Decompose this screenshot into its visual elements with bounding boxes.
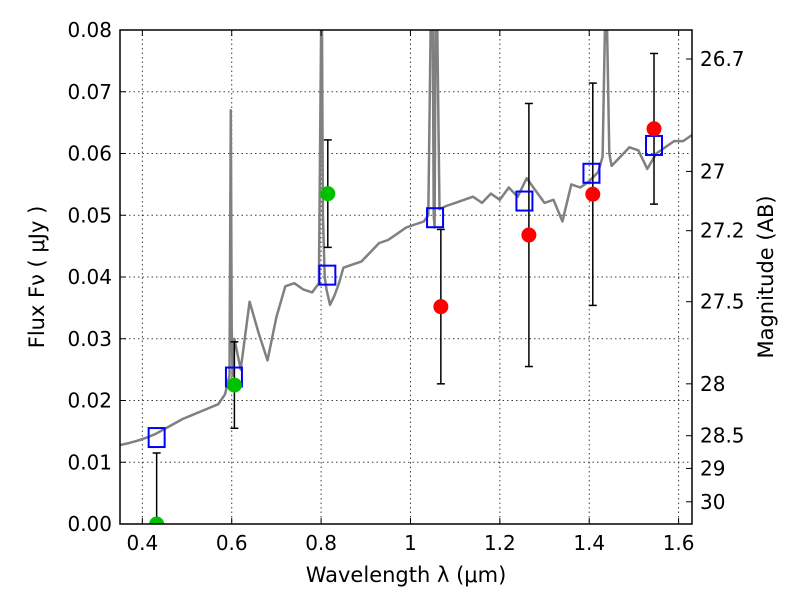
y-tick-label: 0.05 (67, 203, 112, 227)
y-tick-label: 0.00 (67, 512, 112, 536)
sed-spectrum-line (120, 30, 692, 447)
y-tick-label: 0.04 (67, 265, 112, 289)
y-tick-label: 0.02 (67, 389, 112, 413)
x-tick-label: 1 (404, 531, 417, 555)
axes: 0.4 0.6 0.8 1 1.2 1.4 1.6 0.00 0.01 0.02 0.03 0.04 0… (67, 18, 744, 555)
x-tick-label: 0.4 (126, 531, 158, 555)
y-axis-label: Flux Fν ( μJy ) (25, 206, 49, 349)
y-tick-label: 0.06 (67, 142, 112, 166)
model-photometry-square (147, 427, 166, 449)
magnitude-tick-label: 29 (700, 456, 725, 480)
magnitude-tick-label: 30 (700, 490, 725, 514)
magnitude-tick-label: 27.2 (700, 219, 745, 243)
magnitude-tick-label: 28.5 (700, 424, 745, 448)
x-tick-label: 1.2 (484, 531, 516, 555)
magnitude-axis-label: Magnitude (AB) (754, 195, 778, 358)
x-tick-label: 0.8 (305, 531, 337, 555)
y-tick-label: 0.08 (67, 18, 112, 42)
model-photometry-square (582, 162, 601, 184)
observed-flux-point (585, 186, 601, 202)
magnitude-tick-label: 27.5 (700, 290, 745, 314)
x-axis-label: Wavelength λ (μm) (306, 563, 507, 587)
model-photometry-square (515, 190, 534, 212)
magnitude-tick-label: 27 (700, 159, 725, 183)
y-tick-label: 0.07 (67, 80, 112, 104)
observed-flux-point (433, 299, 449, 315)
observed-flux-point (646, 121, 662, 137)
y-tick-label: 0.01 (67, 450, 112, 474)
x-tick-label: 0.6 (216, 531, 248, 555)
x-tick-label: 1.4 (573, 531, 605, 555)
model-photometry-square (318, 264, 337, 286)
observed-flux-point (320, 186, 336, 202)
magnitude-tick-label: 26.7 (700, 47, 745, 71)
plot-area (120, 30, 692, 524)
y-tick-label: 0.03 (67, 327, 112, 351)
observed-flux-point (226, 377, 242, 393)
magnitude-tick-label: 28 (700, 372, 725, 396)
observed-flux-point (149, 516, 165, 524)
grid-lines (120, 29, 692, 525)
observed-flux-point (521, 227, 537, 243)
x-tick-label: 1.6 (663, 531, 695, 555)
model-photometry-square (426, 207, 445, 229)
